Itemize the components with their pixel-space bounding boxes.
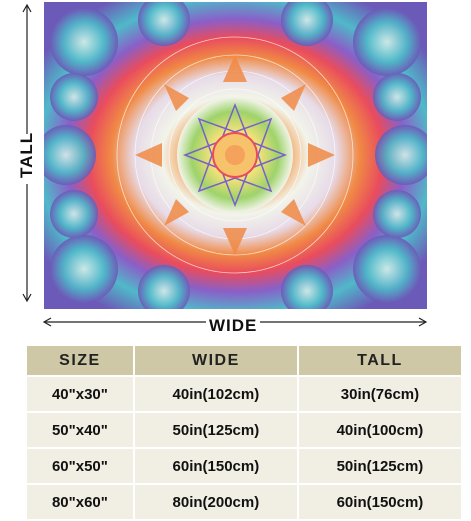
cell-size: 60"x50" [27, 449, 133, 483]
table-header-row: SIZE WIDE TALL [27, 346, 461, 375]
table-row: 40"x30" 40in(102cm) 30in(76cm) [27, 377, 461, 411]
cell-tall: 40in(100cm) [298, 413, 461, 447]
tall-label: TALL [17, 131, 36, 178]
cell-wide: 80in(200cm) [134, 485, 297, 519]
mandala-blanket-image [36, 0, 435, 317]
size-table: SIZE WIDE TALL 40"x30" 40in(102cm) 30in(… [25, 344, 463, 521]
header-size: SIZE [27, 346, 133, 375]
header-wide: WIDE [134, 346, 297, 375]
cell-size: 50"x40" [27, 413, 133, 447]
table-row: 50"x40" 50in(125cm) 40in(100cm) [27, 413, 461, 447]
tall-arrow-icon [16, 3, 38, 303]
table-row: 60"x50" 60in(150cm) 50in(125cm) [27, 449, 461, 483]
cell-tall: 60in(150cm) [298, 485, 461, 519]
cell-size: 80"x60" [27, 485, 133, 519]
header-tall: TALL [298, 346, 461, 375]
tall-dimension: TALL [0, 0, 40, 320]
wide-label: WIDE [206, 316, 261, 336]
table-row: 80"x60" 80in(200cm) 60in(150cm) [27, 485, 461, 519]
cell-size: 40"x30" [27, 377, 133, 411]
cell-tall: 30in(76cm) [298, 377, 461, 411]
cell-tall: 50in(125cm) [298, 449, 461, 483]
cell-wide: 60in(150cm) [134, 449, 297, 483]
cell-wide: 40in(102cm) [134, 377, 297, 411]
cell-wide: 50in(125cm) [134, 413, 297, 447]
